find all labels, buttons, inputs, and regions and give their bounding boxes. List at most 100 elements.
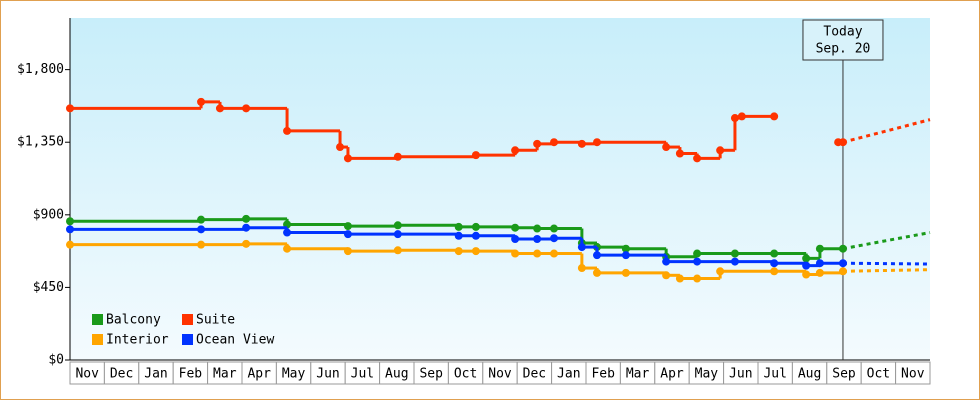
forecast-line	[842, 231, 931, 251]
today-label: Today	[823, 25, 862, 40]
series	[66, 223, 931, 270]
x-tick-label: Mar	[213, 367, 237, 382]
point	[593, 138, 602, 147]
point	[693, 154, 702, 163]
x-tick-label: Jan	[557, 367, 580, 382]
point	[197, 97, 206, 106]
point	[838, 259, 847, 268]
point	[621, 244, 630, 253]
forecast-line	[842, 268, 931, 273]
point	[593, 251, 602, 260]
point	[577, 264, 586, 273]
point	[770, 112, 779, 121]
y-tick-label: $1,800	[17, 62, 64, 77]
point	[454, 231, 463, 240]
x-tick-label: Oct	[867, 367, 890, 382]
y-tick-label: $1,350	[17, 135, 64, 150]
point	[471, 222, 480, 231]
point	[621, 251, 630, 260]
x-tick-label: Feb	[591, 367, 615, 382]
legend-swatch	[92, 314, 103, 325]
point	[730, 114, 739, 123]
point	[533, 139, 542, 148]
point	[550, 138, 559, 147]
x-tick-label: Sep	[419, 367, 443, 382]
x-tick-label: Aug	[798, 367, 821, 382]
x-tick-label: Dec	[110, 367, 133, 382]
point	[838, 267, 847, 276]
point	[511, 223, 520, 232]
x-tick-label: Apr	[660, 367, 684, 382]
point	[730, 249, 739, 258]
point	[197, 225, 206, 234]
point	[471, 247, 480, 256]
x-tick-label: Dec	[523, 367, 546, 382]
point	[770, 267, 779, 276]
point	[662, 143, 671, 152]
x-tick-label: Feb	[179, 367, 203, 382]
x-tick-label: Jul	[763, 367, 786, 382]
x-tick-label: May	[695, 367, 719, 382]
point	[621, 268, 630, 277]
point	[770, 259, 779, 268]
point	[343, 247, 352, 256]
x-tick-label: Oct	[454, 367, 477, 382]
x-tick-label: Jun	[316, 367, 339, 382]
point	[471, 231, 480, 240]
point	[283, 126, 292, 135]
point	[533, 249, 542, 258]
point	[838, 138, 847, 147]
point	[550, 249, 559, 258]
point	[815, 244, 824, 253]
point	[511, 249, 520, 258]
y-tick-label: $900	[33, 207, 64, 222]
point	[533, 224, 542, 233]
point	[770, 249, 779, 258]
y-tick-label: $0	[48, 353, 64, 368]
x-tick-label: May	[282, 367, 306, 382]
point	[393, 246, 402, 255]
point	[675, 149, 684, 158]
point	[533, 235, 542, 244]
point	[511, 235, 520, 244]
series	[66, 97, 931, 163]
series	[66, 239, 931, 283]
x-tick-label: Jan	[144, 367, 167, 382]
point	[242, 223, 251, 232]
point	[197, 215, 206, 224]
point	[802, 270, 811, 279]
point	[550, 224, 559, 233]
point	[550, 234, 559, 243]
point	[802, 254, 811, 263]
point	[336, 143, 345, 152]
legend-swatch	[182, 334, 193, 345]
point	[511, 146, 520, 155]
point	[66, 240, 74, 249]
point	[802, 261, 811, 270]
point	[454, 247, 463, 256]
point	[593, 268, 602, 277]
point	[693, 257, 702, 266]
point	[242, 104, 251, 113]
legend-label: Ocean View	[196, 333, 274, 348]
x-tick-label: Nov	[75, 367, 99, 382]
legend-label: Suite	[196, 313, 235, 328]
point	[343, 230, 352, 239]
point	[66, 225, 74, 234]
point	[471, 151, 480, 160]
legend-label: Balcony	[106, 313, 161, 328]
legend-swatch	[182, 314, 193, 325]
x-tick-label: Jul	[351, 367, 374, 382]
today-label: Sep. 20	[816, 42, 871, 57]
x-tick-label: Mar	[626, 367, 650, 382]
point	[815, 268, 824, 277]
point	[662, 271, 671, 280]
x-tick-label: Jun	[729, 367, 752, 382]
point	[716, 146, 725, 155]
forecast-line	[842, 118, 931, 144]
point	[815, 259, 824, 268]
point	[675, 274, 684, 283]
series	[66, 214, 931, 263]
point	[393, 152, 402, 161]
